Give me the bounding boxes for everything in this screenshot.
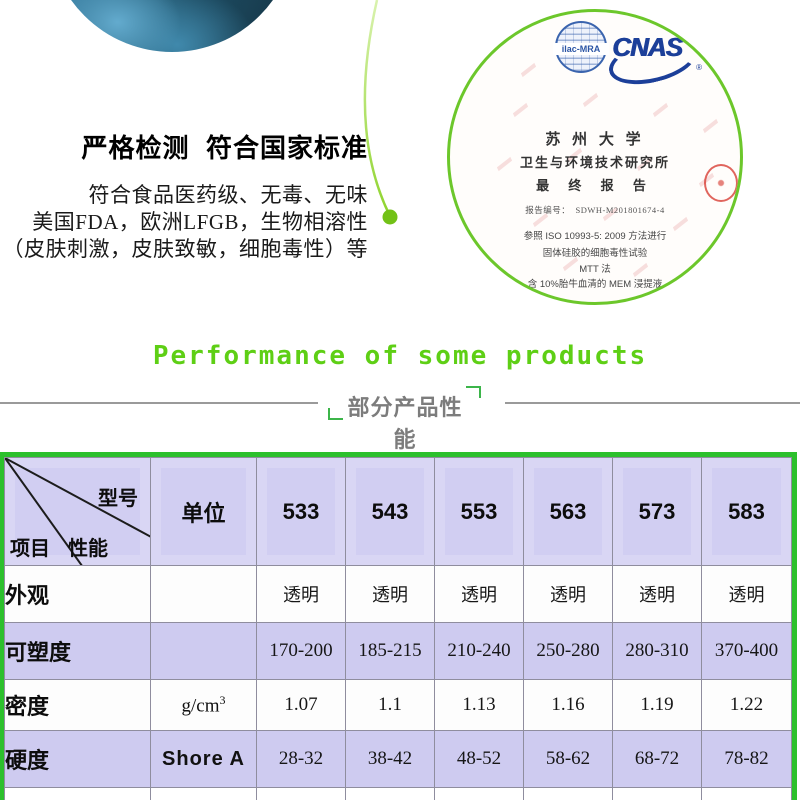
corner-diagonal-lines [5, 458, 150, 565]
table-cell: 透明 [434, 565, 524, 623]
divider-line-right [505, 402, 800, 404]
curve-line [363, 0, 391, 215]
certificate-report-number: 报告编号： SDWH-M201801674-4 [525, 205, 665, 215]
table-cell [434, 787, 524, 800]
certificate-method-line: 参照 ISO 10993-5: 2009 方法进行 [523, 231, 667, 242]
table-cell: 48-52 [434, 730, 524, 788]
table-cell: 透明 [256, 565, 346, 623]
table-cell: 68-72 [612, 730, 702, 788]
table-cell: 185-215 [345, 622, 435, 680]
product-photo-circle [48, 0, 296, 52]
table-corner-cell: 型号 项目 性能 [4, 457, 151, 566]
table-row: 硬度 Shore A 28-32 38-42 48-52 58-62 68-72… [4, 730, 792, 788]
table-cell: 1.22 [701, 679, 792, 731]
row-label: 外观 [4, 565, 151, 623]
table-row: 可塑度 170-200 185-215 210-240 250-280 280-… [4, 622, 792, 680]
table-cell: 78-82 [701, 730, 792, 788]
column-header-model: 543 [345, 457, 435, 566]
product-spec-table: 型号 项目 性能 单位 533 543 553 563 573 583 外观 透… [4, 457, 792, 800]
ilac-mra-logo-icon: ilac-MRA [553, 21, 609, 73]
corner-label-item: 项目 [10, 538, 50, 560]
hero-heading: 严格检测 符合国家标准 [81, 133, 368, 163]
table-cell: 170-200 [256, 622, 346, 680]
row-label: 可塑度 [4, 622, 151, 680]
cnas-label: CNAS [612, 32, 683, 62]
table-cell: 透明 [523, 565, 613, 623]
registered-mark: ® [696, 63, 702, 72]
table-row-partial [4, 787, 792, 800]
table-cell: 250-280 [523, 622, 613, 680]
row-label: 硬度 [4, 730, 151, 788]
certificate-institute: 卫生与环境技术研究所 [519, 155, 670, 170]
table-row: 密度 g/cm3 1.07 1.1 1.13 1.16 1.19 1.22 [4, 679, 792, 731]
table-cell [150, 787, 257, 800]
unit-text: g/cm [181, 695, 220, 717]
cnas-logo-icon: CNAS ® [604, 26, 702, 93]
table-cell: 38-42 [345, 730, 435, 788]
table-cell [345, 787, 435, 800]
hero-body-line: 符合食品医药级、无毒、无味 [88, 183, 368, 207]
hero-body-line: 美国FDA，欧洲LFGB，生物相溶性 [32, 210, 368, 234]
certificate-method-line: MTT 法 [579, 264, 611, 275]
table-header-row: 型号 项目 性能 单位 533 543 553 563 573 583 [4, 457, 792, 566]
certificate-report-title: 最 终 报 告 [536, 178, 654, 193]
spec-table-container: 型号 项目 性能 单位 533 543 553 563 573 583 外观 透… [0, 452, 797, 800]
table-cell [701, 787, 792, 800]
unit-cell: Shore A [150, 730, 257, 788]
table-cell: 1.13 [434, 679, 524, 731]
table-row: 外观 透明 透明 透明 透明 透明 透明 [4, 565, 792, 623]
corner-label-model: 型号 [98, 488, 138, 510]
certificate-badge: ilac-MRA CNAS ® 4061 苏 州 大 学 卫生与环境技术研究所 … [447, 9, 743, 305]
table-cell [612, 787, 702, 800]
row-label: 密度 [4, 679, 151, 731]
column-header-model: 533 [256, 457, 346, 566]
divider-line-left [0, 402, 318, 404]
column-header-model: 563 [523, 457, 613, 566]
unit-superscript: 3 [219, 692, 226, 707]
table-cell: 1.07 [256, 679, 346, 731]
hero-text-block: 严格检测 符合国家标准 符合食品医药级、无毒、无味 美国FDA，欧洲LFGB，生… [0, 128, 368, 263]
certificate-method-line: 固体硅胶的细胞毒性试验 [542, 248, 648, 259]
table-cell: 1.16 [523, 679, 613, 731]
decorative-curve [363, 0, 398, 225]
table-cell: 28-32 [256, 730, 346, 788]
table-cell: 透明 [345, 565, 435, 623]
column-header-model: 573 [612, 457, 702, 566]
column-header-model: 583 [701, 457, 792, 566]
table-cell: 58-62 [523, 730, 613, 788]
corner-bracket-icon [328, 408, 343, 420]
table-cell [523, 787, 613, 800]
table-cell: 370-400 [701, 622, 792, 680]
section-title-en: Performance of some products [152, 341, 648, 371]
column-header-model: 553 [434, 457, 524, 566]
table-cell [4, 787, 151, 800]
section-title-zh: 部分产品性能 [347, 395, 463, 452]
table-cell: 1.19 [612, 679, 702, 731]
table-cell [256, 787, 346, 800]
unit-cell [150, 622, 257, 680]
certificate-method-line: 含 10%胎牛血清的 MEM 浸提液 [527, 279, 663, 290]
table-cell: 1.1 [345, 679, 435, 731]
red-seal-icon [704, 164, 738, 202]
column-header-unit: 单位 [150, 457, 257, 566]
table-cell: 透明 [612, 565, 702, 623]
ilac-mra-label: ilac-MRA [553, 43, 609, 55]
unit-cell: g/cm3 [150, 679, 257, 731]
green-dot [382, 209, 398, 225]
unit-cell [150, 565, 257, 623]
table-cell: 透明 [701, 565, 792, 623]
corner-bracket-icon [466, 386, 481, 398]
hero-body-line: （皮肤刺激，皮肤致敏，细胞毒性）等 [2, 237, 368, 261]
corner-label-property: 性能 [68, 538, 108, 560]
table-cell: 280-310 [612, 622, 702, 680]
certificate-university: 苏 州 大 学 [545, 132, 645, 148]
table-cell: 210-240 [434, 622, 524, 680]
